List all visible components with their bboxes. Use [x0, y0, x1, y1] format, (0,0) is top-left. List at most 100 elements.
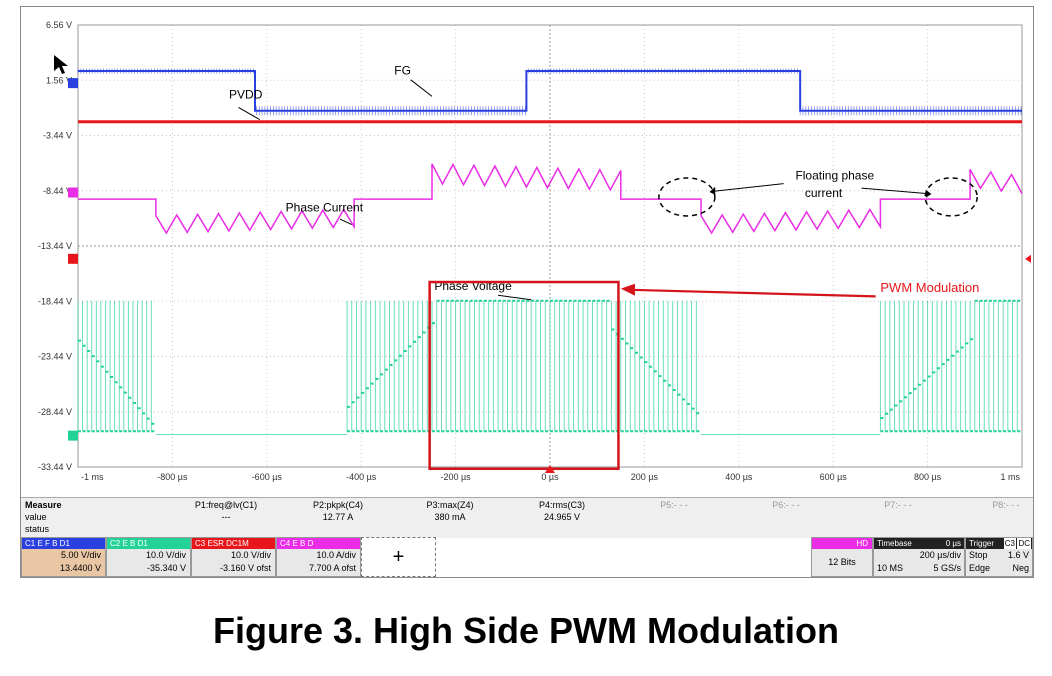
timebase-rate: 5 GS/s [933, 563, 961, 573]
fg-leader [410, 79, 433, 97]
pwm-highlight-box [428, 280, 620, 471]
pwm-arrow-head [620, 283, 635, 296]
trigger-time-marker [545, 465, 555, 473]
channel-scale: 10.0 A/div [316, 550, 356, 560]
x-tick-label: -800 µs [157, 472, 188, 482]
channel-marker [68, 253, 78, 264]
channel-header: C2 E B D1 [107, 538, 190, 549]
floating-phase-ellipse-right [924, 177, 978, 217]
trigger-level-marker [1025, 254, 1031, 263]
annotation-label: current [805, 186, 843, 200]
trigger-channel: C3 [1003, 538, 1016, 549]
trigger-level: 1.6 V [1007, 550, 1029, 560]
x-tick-label: 200 µs [631, 472, 659, 482]
channel-box-c1[interactable]: C1 E F B D1 5.00 V/div 13.4400 V [21, 537, 106, 577]
hd-box[interactable]: HD 12 Bits [811, 537, 873, 577]
channel-scale: 10.0 V/div [145, 550, 186, 560]
x-tick-label: 600 µs [820, 472, 848, 482]
measure-param-name[interactable]: P8:- - - [992, 500, 1020, 510]
x-tick-label: 1 ms [1000, 472, 1020, 482]
channel-box-c3[interactable]: C3 ESR DC1M 10.0 V/div -3.160 V ofst [191, 537, 276, 577]
x-tick-label: 800 µs [914, 472, 942, 482]
channel-header: C4 E B D [277, 538, 360, 549]
floating-phase-ellipse-left [658, 177, 716, 217]
measure-param-name[interactable]: P6:- - - [772, 500, 800, 510]
channel-offset: 13.4400 V [59, 563, 101, 573]
annotation-label: PWM Modulation [880, 280, 979, 295]
channel-marker [68, 78, 78, 89]
oscilloscope-screenshot: 6.56 V 1.56 V -3.44 V -8.44 V -13.44 V -18.44… [20, 6, 1034, 578]
floating-arrowhead-right [925, 189, 932, 198]
measure-param-value: --- [221, 512, 231, 522]
y-tick-label: -23.44 V [38, 352, 72, 362]
hd-bits: 12 Bits [828, 557, 856, 567]
figure-caption: Figure 3. High Side PWM Modulation [213, 610, 839, 651]
y-tick-label: -18.44 V [38, 296, 72, 306]
pwm-arrow-line [627, 288, 876, 298]
channel-offset: -35.340 V [146, 563, 186, 573]
channel-marker [68, 430, 78, 441]
measure-value-label: value [25, 512, 47, 522]
measure-param-name[interactable]: P1:freq@lv(C1) [194, 500, 258, 510]
x-tick-label: 400 µs [725, 472, 753, 482]
phase-voltage-pulses [77, 300, 1018, 435]
y-tick-label: -3.44 V [43, 131, 72, 141]
timebase-box[interactable]: Timebase 0 µs 200 µs/div 10 MS 5 GS/s [873, 537, 965, 577]
trigger-label: Trigger [969, 539, 995, 548]
channel-offset: -3.160 V ofst [219, 563, 271, 573]
y-tick-label: -8.44 V [43, 186, 72, 196]
y-tick-label: 6.56 V [46, 20, 72, 30]
x-tick-label: -600 µs [252, 472, 283, 482]
channel-scale: 10.0 V/div [230, 550, 271, 560]
floating-arrow-right [861, 187, 928, 195]
timebase-label: Timebase [877, 539, 912, 548]
trigger-slope: Neg [1012, 563, 1029, 573]
measure-title: Measure [25, 500, 62, 510]
trigger-mode: Stop [969, 550, 988, 560]
phase-voltage-leader [498, 294, 532, 301]
measure-param-name[interactable]: P7:- - - [884, 500, 912, 510]
y-tick-label: -33.44 V [38, 462, 72, 472]
channel-header: C1 E F B D1 [22, 538, 105, 549]
channel-header: C3 ESR DC1M [192, 538, 275, 549]
measure-panel: Measure value status P1:freq@lv(C1) --- P2… [21, 497, 1033, 538]
timebase-samples: 10 MS [877, 563, 904, 573]
channel-box-c4[interactable]: C4 E B D 10.0 A/div 7.700 A ofst [276, 537, 361, 577]
measure-param-name[interactable]: P3:max(Z4) [426, 500, 474, 510]
floating-arrowhead-left [709, 186, 716, 195]
annotation-label: PVDD [229, 88, 263, 102]
add-channel-button[interactable]: + [361, 537, 436, 577]
channel-marker [68, 187, 78, 198]
floating-arrow-left [712, 183, 784, 192]
x-tick-label: 0 µs [541, 472, 559, 482]
x-tick-label: -1 ms [81, 472, 104, 482]
measure-param-name[interactable]: P5:- - - [660, 500, 688, 510]
phase-current-trace [78, 162, 1023, 235]
fg-noise [77, 68, 1022, 116]
measure-param-name[interactable]: P2:pkpk(C4) [312, 500, 364, 510]
annotation-label: FG [394, 63, 411, 77]
measure-param-name[interactable]: P4:rms(C3) [538, 500, 585, 510]
waveform-plot: 6.56 V 1.56 V -3.44 V -8.44 V -13.44 V -18.44… [38, 20, 1031, 482]
y-tick-label: 1.56 V [46, 75, 72, 85]
measure-param-value: 380 mA [434, 512, 466, 522]
cursor-icon [54, 55, 68, 74]
measure-param-value: 24.965 V [543, 512, 581, 522]
trigger-coupling: DC [1017, 538, 1031, 549]
phase-current-leader [339, 218, 352, 226]
channel-box-c2[interactable]: C2 E B D1 10.0 V/div -35.340 V [106, 537, 191, 577]
trigger-box[interactable]: Trigger C3 DC Stop 1.6 V Edge Neg [965, 537, 1033, 577]
timebase-delay: 0 µs [945, 539, 961, 548]
measure-status-label: status [25, 524, 50, 534]
y-tick-label: -13.44 V [38, 241, 72, 251]
fg-trace [78, 69, 1022, 112]
trigger-type: Edge [969, 563, 991, 573]
timebase-div: 200 µs/div [919, 550, 961, 560]
channel-scale: 5.00 V/div [60, 550, 101, 560]
channel-offset: 7.700 A ofst [308, 563, 356, 573]
phase-voltage-envelope [78, 299, 1021, 433]
measure-param-value: 12.77 A [322, 512, 354, 522]
pvdd-leader [238, 106, 260, 121]
hd-label: HD [812, 538, 872, 549]
channel-panel: C1 E F B D1 5.00 V/div 13.4400 V C2 E B D1 1… [21, 537, 1033, 577]
